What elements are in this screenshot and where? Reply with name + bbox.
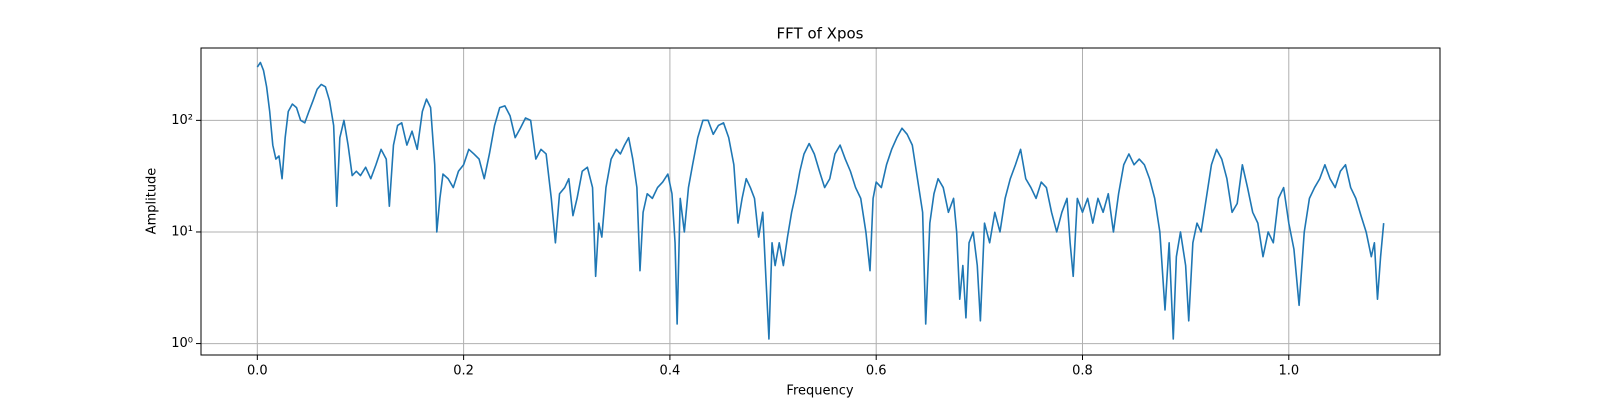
data-line: [256, 61, 1385, 340]
y-tick-label: 10¹: [171, 224, 193, 239]
x-tick-label: 1.0: [1278, 364, 1299, 379]
plot-frame: [200, 47, 1441, 356]
x-tick-label: 0.4: [660, 364, 681, 379]
y-tick-label: 10²: [171, 113, 193, 128]
y-axis-label: Amplitude: [145, 168, 160, 235]
x-tick-label: 0.8: [1072, 364, 1093, 379]
x-tick-label: 0.0: [247, 364, 268, 379]
x-axis-label: Frequency: [786, 384, 853, 399]
x-tick-label: 0.2: [453, 364, 474, 379]
x-tick-label: 0.6: [866, 364, 887, 379]
chart-title: FFT of Xpos: [777, 25, 864, 43]
y-tick-label: 10⁰: [171, 336, 193, 351]
